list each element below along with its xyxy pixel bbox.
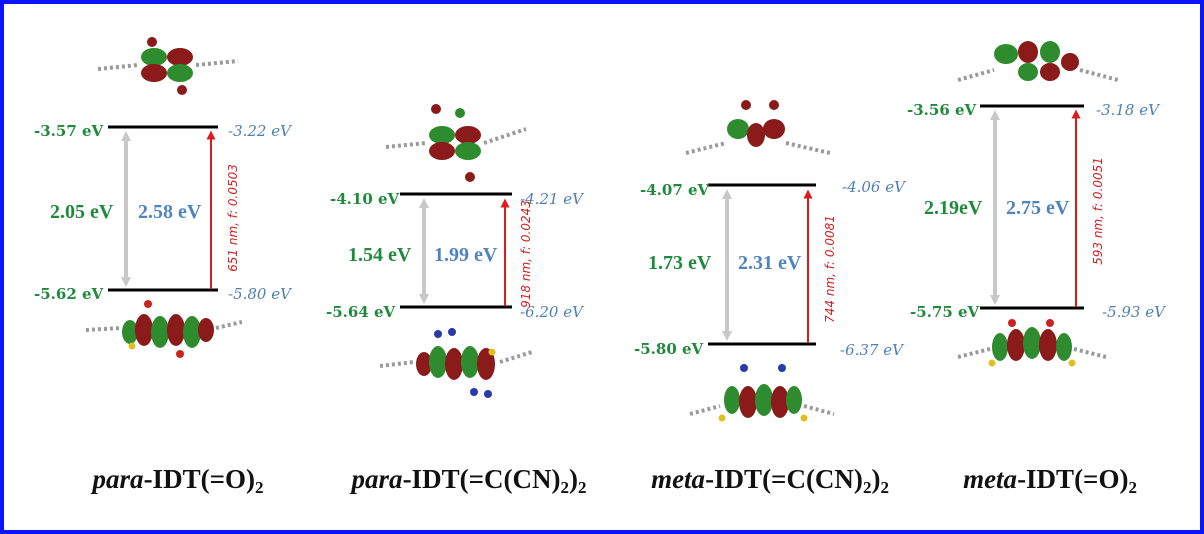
homo-experimental-label: -5.80 eV xyxy=(634,340,704,358)
gap-experimental-label: 1.54 eV xyxy=(348,244,412,266)
lumo-calculated-label: -3.18 eV xyxy=(1096,101,1159,119)
energy-level-diagram xyxy=(85,37,1119,422)
lumo-experimental-label: -3.57 eV xyxy=(34,122,104,140)
homo-experimental-label: -5.64 eV xyxy=(326,303,396,321)
gap-calculated-label: 2.58 eV xyxy=(138,201,202,223)
panel-para-idt-o2 xyxy=(85,37,243,358)
lumo-orbital-image xyxy=(685,100,831,155)
compound-name-3: meta-IDT(=C(CN)2)2 xyxy=(651,464,889,497)
compound-name-2: para-IDT(=C(CN)2)2 xyxy=(351,464,587,497)
compound-name-4: meta-IDT(=O)2 xyxy=(963,464,1137,497)
homo-calculated-label: -6.37 eV xyxy=(840,341,903,359)
gap-experimental-label: 2.19eV xyxy=(924,197,983,219)
gap-experimental-label: 2.05 eV xyxy=(50,201,114,223)
panel-meta-idt-o2 xyxy=(957,41,1119,367)
homo-orbital-image xyxy=(379,328,533,398)
homo-calculated-label: -5.93 eV xyxy=(1102,303,1165,321)
lumo-experimental-label: -3.56 eV xyxy=(907,101,977,119)
lumo-orbital-image xyxy=(957,41,1119,82)
homo-orbital-image xyxy=(957,319,1107,367)
compound-name-1: para-IDT(=O)2 xyxy=(92,464,264,497)
transition-label: 918 nm, f: 0.0243 xyxy=(519,200,533,308)
panel-meta-idt-ccn2 xyxy=(685,100,835,422)
lumo-calculated-label: -4.06 eV xyxy=(842,178,905,196)
lumo-orbital-image xyxy=(385,104,527,182)
lumo-orbital-image xyxy=(97,37,239,95)
transition-label: 744 nm, f: 0.0081 xyxy=(823,215,837,323)
homo-orbital-image xyxy=(85,300,243,358)
homo-calculated-label: -6.20 eV xyxy=(520,303,583,321)
lumo-experimental-label: -4.10 eV xyxy=(330,190,400,208)
gap-experimental-label: 1.73 eV xyxy=(648,252,712,274)
gap-calculated-label: 2.75 eV xyxy=(1006,197,1070,219)
homo-experimental-label: -5.62 eV xyxy=(34,285,104,303)
gap-calculated-label: 1.99 eV xyxy=(434,244,498,266)
homo-experimental-label: -5.75 eV xyxy=(910,303,980,321)
lumo-calculated-label: -4.21 eV xyxy=(520,190,583,208)
homo-calculated-label: -5.80 eV xyxy=(228,285,291,303)
transition-label: 651 nm, f: 0.0503 xyxy=(226,164,240,272)
lumo-calculated-label: -3.22 eV xyxy=(228,122,291,140)
panel-para-idt-ccn2 xyxy=(379,104,533,398)
gap-calculated-label: 2.31 eV xyxy=(738,252,802,274)
transition-label: 593 nm, f: 0.0051 xyxy=(1091,157,1105,265)
lumo-experimental-label: -4.07 eV xyxy=(640,181,710,199)
homo-orbital-image xyxy=(689,364,835,422)
